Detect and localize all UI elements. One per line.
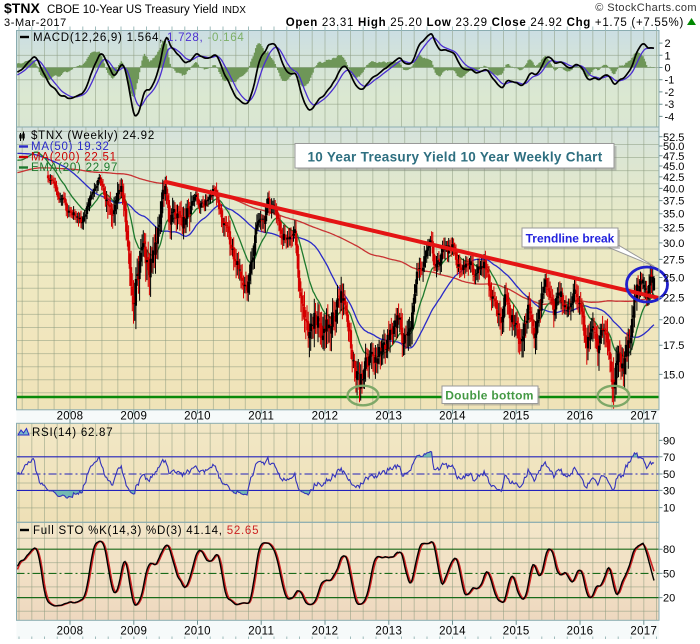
svg-text:2017: 2017 bbox=[630, 411, 657, 423]
svg-text:50: 50 bbox=[663, 469, 675, 481]
svg-text:17.5: 17.5 bbox=[663, 340, 684, 352]
svg-text:20: 20 bbox=[663, 593, 675, 605]
svg-text:2017: 2017 bbox=[630, 626, 657, 638]
svg-text:2008: 2008 bbox=[57, 411, 84, 423]
svg-text:2011: 2011 bbox=[248, 411, 274, 423]
svg-text:3-Mar-2017: 3-Mar-2017 bbox=[4, 17, 67, 29]
svg-text:27.5: 27.5 bbox=[663, 254, 684, 266]
svg-text:2015: 2015 bbox=[503, 411, 530, 423]
svg-text:32.5: 32.5 bbox=[663, 223, 684, 235]
svg-text:-2: -2 bbox=[665, 87, 675, 99]
svg-text:$TNX: $TNX bbox=[4, 0, 40, 16]
svg-text:10 Year Treasury Yield 10 Year: 10 Year Treasury Yield 10 Year Weekly Ch… bbox=[307, 150, 602, 165]
svg-text:2016: 2016 bbox=[567, 411, 594, 423]
svg-text:2013: 2013 bbox=[375, 411, 402, 423]
svg-text:2: 2 bbox=[665, 38, 671, 50]
svg-text:1: 1 bbox=[665, 50, 671, 62]
svg-text:-4: -4 bbox=[665, 111, 675, 123]
svg-text:2012: 2012 bbox=[312, 411, 339, 423]
svg-text:Open 23.31 High 25.20 Low 23.2: Open 23.31 High 25.20 Low 23.29 Close 24… bbox=[286, 17, 684, 29]
svg-text:47.5: 47.5 bbox=[663, 151, 684, 163]
svg-text:2014: 2014 bbox=[439, 411, 466, 423]
svg-text:2011: 2011 bbox=[248, 626, 274, 638]
svg-text:2010: 2010 bbox=[184, 411, 211, 423]
svg-text:MACD(12,26,9) 1.564, 1.728, -0: MACD(12,26,9) 1.564, 1.728, -0.164 bbox=[33, 32, 245, 44]
svg-text:-1: -1 bbox=[665, 75, 675, 87]
svg-text:40.0: 40.0 bbox=[663, 183, 684, 195]
svg-text:RSI(14) 62.87: RSI(14) 62.87 bbox=[32, 427, 113, 439]
svg-text:45.0: 45.0 bbox=[663, 161, 684, 173]
svg-text:37.5: 37.5 bbox=[663, 196, 684, 208]
svg-text:2009: 2009 bbox=[120, 411, 147, 423]
svg-text:30.0: 30.0 bbox=[663, 238, 684, 250]
svg-text:2015: 2015 bbox=[503, 626, 530, 638]
svg-text:80: 80 bbox=[663, 544, 675, 556]
svg-text:2010: 2010 bbox=[184, 626, 211, 638]
svg-text:© StockCharts.com: © StockCharts.com bbox=[595, 2, 697, 14]
svg-text:25.0: 25.0 bbox=[663, 273, 684, 285]
svg-text:0: 0 bbox=[665, 63, 671, 75]
svg-text:50: 50 bbox=[663, 568, 675, 580]
svg-text:2009: 2009 bbox=[120, 626, 147, 638]
svg-text:2013: 2013 bbox=[375, 626, 402, 638]
svg-text:22.5: 22.5 bbox=[663, 293, 684, 305]
svg-text:15.0: 15.0 bbox=[663, 369, 684, 381]
svg-text:90: 90 bbox=[663, 435, 675, 447]
svg-text:50.0: 50.0 bbox=[663, 141, 684, 153]
svg-text:INDX: INDX bbox=[222, 5, 246, 16]
svg-text:CBOE 10-Year US Treasury Yield: CBOE 10-Year US Treasury Yield bbox=[47, 4, 218, 16]
svg-text:30: 30 bbox=[663, 485, 675, 497]
svg-text:2016: 2016 bbox=[567, 626, 594, 638]
svg-text:20.0: 20.0 bbox=[663, 315, 684, 327]
svg-text:Double bottom: Double bottom bbox=[445, 389, 534, 403]
svg-text:Full STO %K(14,3) %D(3) 41.14,: Full STO %K(14,3) %D(3) 41.14, 52.65 bbox=[33, 525, 259, 537]
svg-text:MA(50) 19.32: MA(50) 19.32 bbox=[31, 141, 110, 153]
svg-text:10: 10 bbox=[663, 503, 675, 515]
svg-text:MA(200) 22.51: MA(200) 22.51 bbox=[31, 152, 117, 164]
svg-text:-3: -3 bbox=[665, 99, 675, 111]
svg-text:EMA(20) 22.97: EMA(20) 22.97 bbox=[31, 162, 118, 174]
svg-text:Trendline break: Trendline break bbox=[526, 232, 615, 246]
svg-text:35.0: 35.0 bbox=[663, 209, 684, 221]
svg-text:70: 70 bbox=[663, 452, 675, 464]
svg-text:2014: 2014 bbox=[439, 626, 466, 638]
svg-text:52.5: 52.5 bbox=[663, 132, 684, 144]
svg-text:42.5: 42.5 bbox=[663, 172, 684, 184]
svg-text:$TNX (Weekly) 24.92: $TNX (Weekly) 24.92 bbox=[31, 130, 155, 142]
svg-text:2012: 2012 bbox=[312, 626, 339, 638]
svg-text:2008: 2008 bbox=[57, 626, 84, 638]
